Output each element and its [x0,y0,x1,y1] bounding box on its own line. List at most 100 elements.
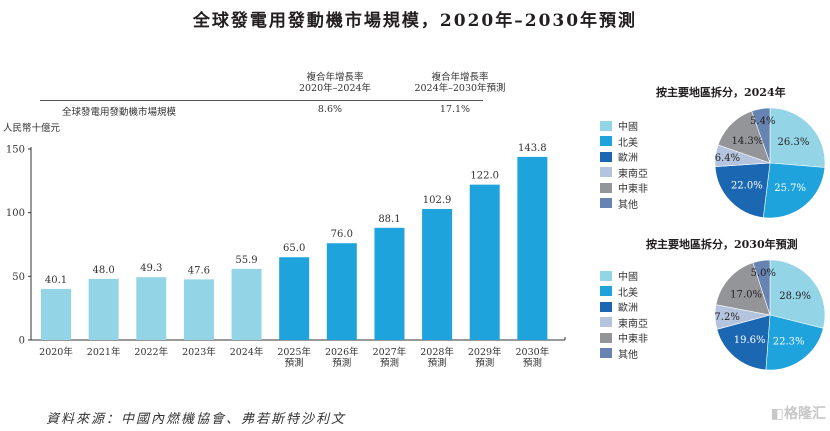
bar-value-label: 65.0 [283,243,305,254]
pie-2024-chart: 26.3% 25.7% 22.0% 6.4% 14.3% 5.4% [714,107,826,219]
x-tick-label: 2030年 [516,346,550,358]
pie-slice [716,314,771,371]
bar-value-label: 102.9 [423,195,452,206]
bar-value-label: 55.9 [235,255,257,266]
bar-value-label: 122.0 [470,171,499,182]
legend-label: 歐洲 [618,303,638,315]
pie-slice [715,262,771,316]
cagr-header-2-line2: 2024年–2030年預測 [414,83,506,94]
cagr-header-2-line1: 複合年增長率 [431,72,489,83]
legend-label: 歐洲 [618,153,638,165]
cagr-header-1: 複合年增長率 2020年–2024年 [290,72,380,94]
x-tick-label: 2022年 [134,346,168,358]
legend-label: 中國 [618,272,638,284]
bar-value-label: 143.8 [518,143,547,154]
pie-slice-label: 22.0% [731,180,763,191]
pie-slice [714,162,771,218]
cagr-divider [40,100,483,101]
legend-swatch [600,317,612,328]
bar [183,279,214,340]
pie-slice-label: 14.3% [731,136,763,147]
x-tick-label: 2028年 [420,346,454,358]
bar-value-label: 88.1 [378,214,400,225]
x-tick-label: 2021年 [87,346,121,358]
pie-slice-label: 19.6% [734,335,766,346]
pie-2030-title: 按主要地區拆分，2030年預測 [646,238,798,251]
y-axis-unit-label: 人民幣十億元 [3,123,61,134]
bar [41,288,71,340]
pie-2024-title: 按主要地區拆分，2024年 [656,86,786,99]
bar [422,208,453,340]
pie-slice-label: 7.2% [714,312,739,323]
source-note: 資料來源：中國內燃機協會、弗若斯特沙利文 [46,412,347,427]
pie-slice [751,107,771,164]
cagr-header-2: 複合年增長率 2024年–2030年預測 [405,72,515,94]
pie-slice [765,314,824,371]
pie-slice-label: 28.9% [779,291,811,302]
x-tick-label: 預測 [475,357,494,369]
legend-item: 歐洲 [600,299,648,315]
legend-item: 歐洲 [600,149,648,165]
legend-item: 北美 [600,134,648,150]
cagr-row-label: 全球發電用發動機市場規模 [62,107,177,118]
legend-swatch [600,136,612,147]
x-tick-label: 2026年 [325,346,359,358]
legend-swatch [600,286,612,297]
legend-label: 其他 [618,199,638,211]
legend-swatch [600,120,612,131]
pie-2024-legend: 中國 北美 歐洲 東南亞 中東非 其他 [600,118,648,211]
pie-slice [762,162,826,219]
pie-slice [752,259,771,316]
legend-item: 東南亞 [600,165,648,181]
x-tick-label: 預測 [380,357,399,369]
legend-swatch [600,182,612,193]
y-tick-label: 100 [6,208,25,219]
x-tick-label: 預測 [523,357,542,369]
pie-slice-label: 25.7% [774,183,806,194]
legend-label: 東南亞 [618,168,648,180]
legend-label: 其他 [618,349,638,361]
bar-value-label: 47.6 [188,265,210,276]
legend-swatch [600,198,612,209]
bar [88,278,119,340]
legend-item: 北美 [600,284,648,300]
pie-slice-label: 5.4% [750,116,775,127]
legend-swatch [600,270,612,281]
legend-swatch [600,332,612,343]
y-tick-label: 0 [19,336,25,347]
bar [136,277,167,340]
x-tick-label: 2029年 [468,346,502,358]
bar [279,257,310,340]
legend-item: 中國 [600,118,648,134]
x-tick-label: 預測 [428,357,447,369]
bar-value-label: 49.3 [140,263,162,274]
bar-value-label: 40.1 [45,275,67,286]
cagr-header-1-line2: 2020年–2024年 [298,83,372,94]
bar [469,184,500,340]
legend-label: 中東非 [618,334,648,346]
legend-swatch [600,348,612,359]
bar [326,243,357,340]
pie-slice-label: 6.4% [715,153,740,164]
legend-label: 北美 [618,137,638,149]
legend-swatch [600,167,612,178]
x-tick-label: 2024年 [230,346,264,358]
legend-item: 其他 [600,346,648,362]
pie-slice-label: 17.0% [730,289,762,300]
bar-chart: 0 50 100 150 40.1 2020年 48.0 2021年 49.3 2022年 47.… [6,143,566,369]
x-tick-label: 2020年 [39,346,73,358]
pie-slice-label: 22.3% [773,336,805,347]
legend-swatch [600,301,612,312]
bar [374,227,405,340]
legend-item: 東南亞 [600,315,648,331]
legend-item: 中東非 [600,330,648,346]
bar [517,156,548,340]
y-tick-label: 50 [12,272,25,283]
watermark-text: 格隆汇 [784,406,826,422]
bar-value-label: 48.0 [93,265,115,276]
bar [231,268,262,340]
pie-slice [769,107,826,168]
watermark-icon: ◧ [770,406,784,422]
legend-item: 其他 [600,196,648,212]
pie-slice [769,259,826,329]
